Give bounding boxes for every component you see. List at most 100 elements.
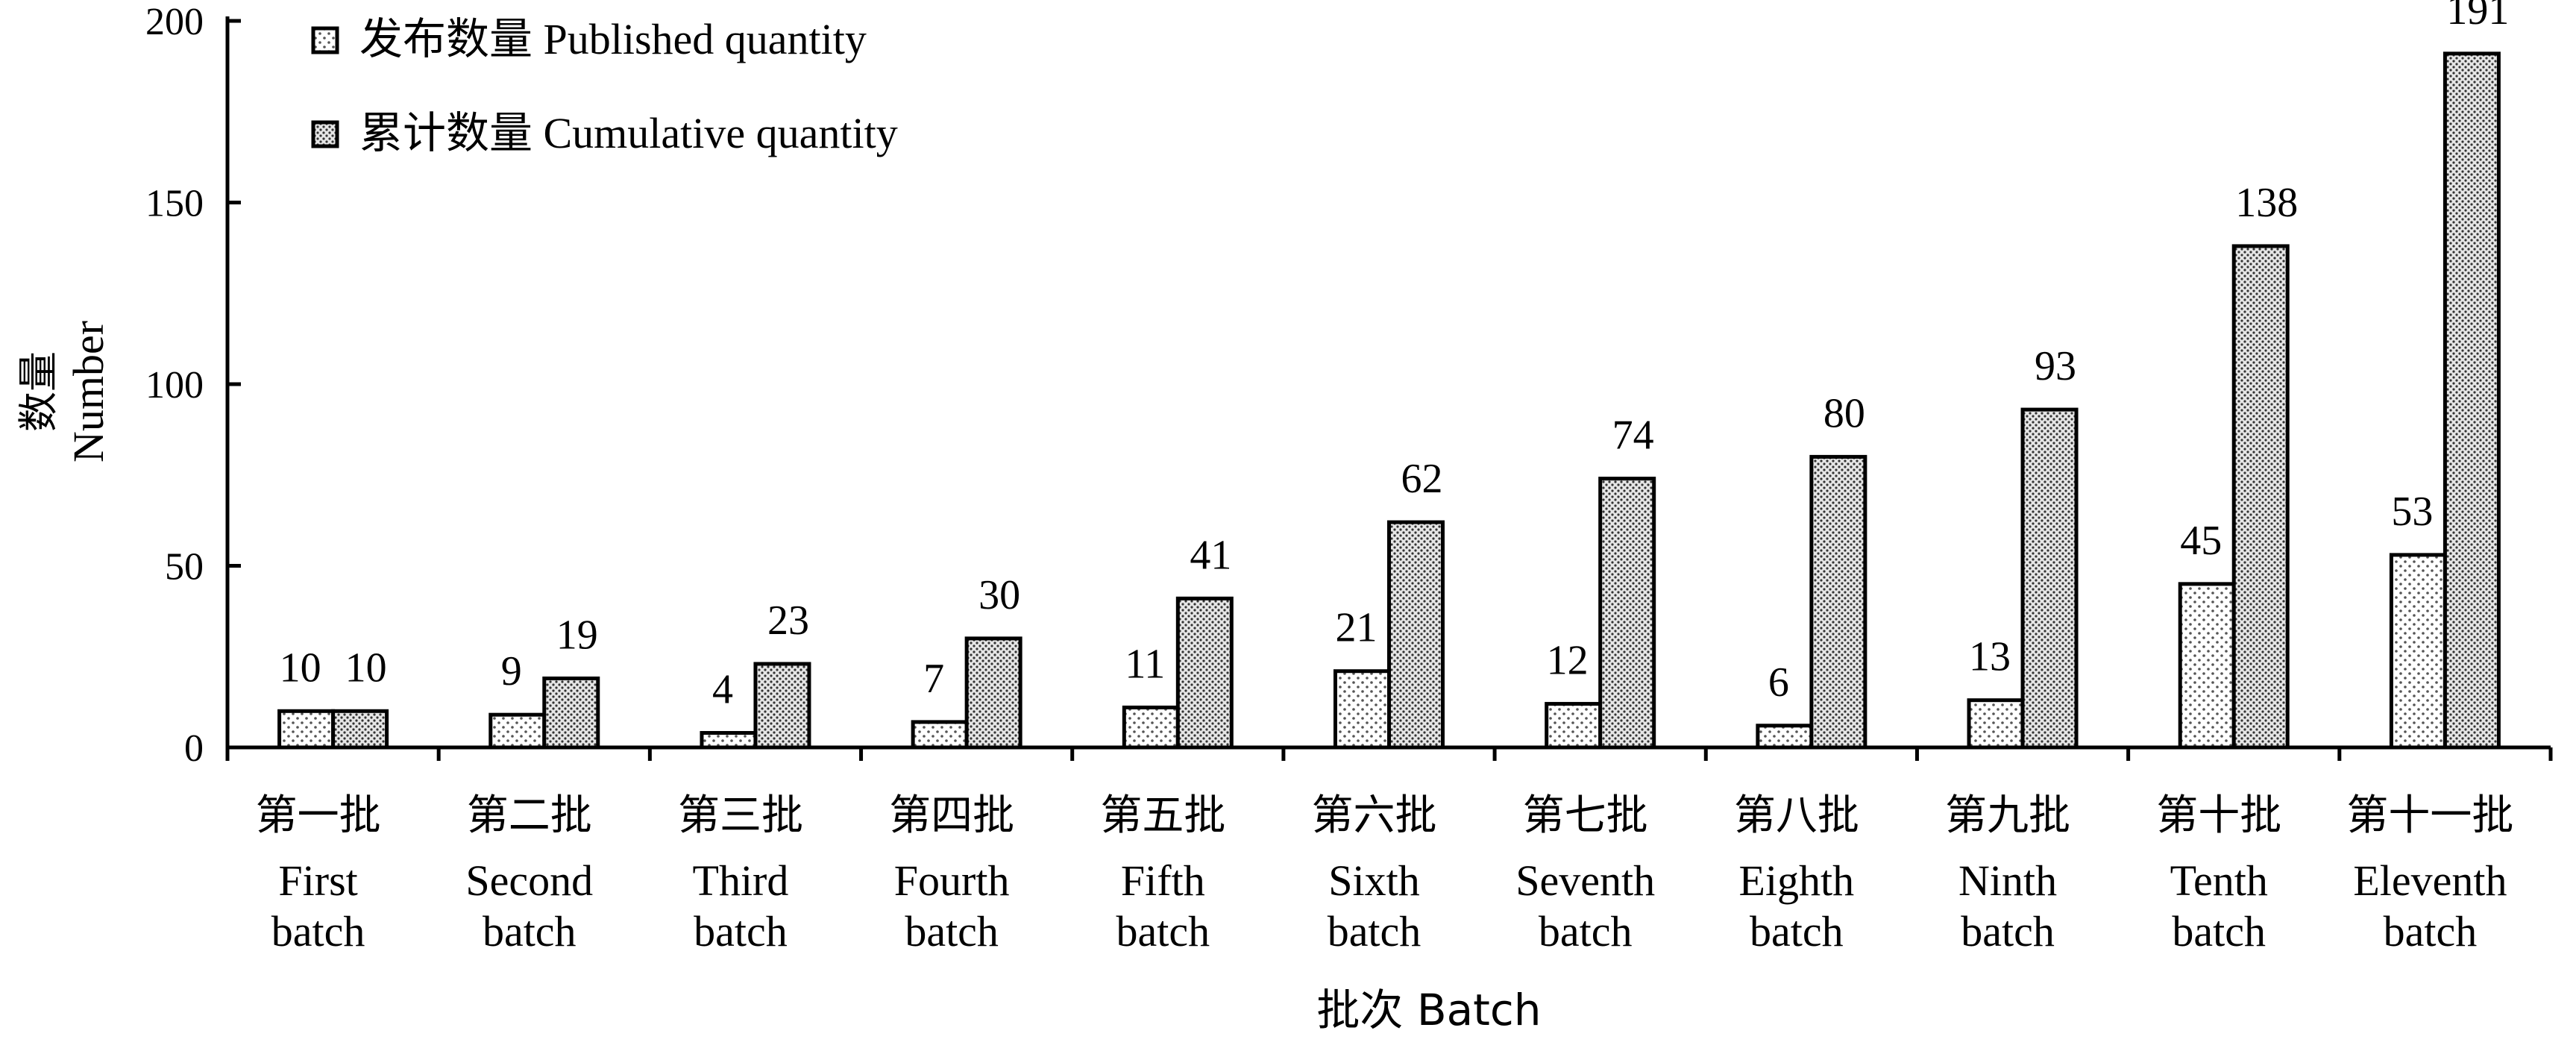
value-label-published: 13: [1969, 634, 2011, 680]
value-label-published: 53: [2391, 489, 2433, 535]
category-label-cn: 第一批: [256, 791, 381, 840]
value-label-cumulative: 30: [978, 572, 1020, 618]
value-label-published: 4: [712, 667, 733, 713]
bar-cumulative: [1175, 596, 1234, 750]
bar-cumulative: [964, 636, 1022, 750]
bar-published: [1333, 669, 1391, 750]
legend-label-published: 发布数量 Published quantity: [359, 15, 867, 63]
category-label-cn: 第八批: [1734, 791, 1859, 840]
category-label-cn: 第六批: [1312, 791, 1437, 840]
category-label-en-line1: Tenth: [2170, 856, 2268, 905]
category-label-en-line1: Second: [465, 856, 593, 905]
category-label-en-line2: batch: [271, 907, 365, 956]
bar-cumulative: [1598, 477, 1656, 750]
value-label-published: 7: [923, 656, 944, 702]
bar-published: [489, 712, 547, 750]
bar-published: [1967, 698, 2025, 750]
value-label-cumulative: 93: [2035, 343, 2076, 389]
category-label-en-line1: Fourth: [894, 856, 1010, 905]
category-label-cn: 第五批: [1100, 791, 1225, 840]
category-label-en-line2: batch: [1328, 907, 1421, 956]
bar-published: [2178, 582, 2236, 750]
bar-cumulative: [1387, 520, 1445, 750]
category-label-cn: 第二批: [467, 791, 592, 840]
value-label-cumulative: 138: [2235, 180, 2298, 226]
category-label-cn: 第三批: [678, 791, 803, 840]
value-label-cumulative: 19: [556, 612, 598, 658]
category-label-en-line1: Seventh: [1515, 856, 1655, 905]
y-axis-title: 数量 Number: [15, 321, 113, 462]
category-label-cn: 第七批: [1523, 791, 1648, 840]
value-label-cumulative: 23: [767, 597, 809, 644]
y-axis-title-cn: 数量: [15, 351, 62, 432]
y-tick-label: 100: [145, 364, 204, 407]
category-label-cn: 第四批: [889, 791, 1014, 840]
category-label-en-line2: batch: [2172, 907, 2266, 956]
category-label-en-line1: Eleventh: [2353, 856, 2507, 905]
value-label-cumulative: 80: [1823, 390, 1865, 436]
category-label-en-line2: batch: [1750, 907, 1844, 956]
value-label-cumulative: 62: [1401, 456, 1443, 502]
category-label-en-line2: batch: [905, 907, 999, 956]
value-label-cumulative: 191: [2446, 0, 2509, 34]
legend-swatch-published: [311, 26, 339, 54]
bar-cumulative: [542, 676, 600, 750]
value-label-published: 6: [1768, 659, 1789, 706]
value-label-cumulative: 10: [345, 644, 387, 691]
category-label-en-line2: batch: [1539, 907, 1633, 956]
value-label-published: 9: [501, 648, 522, 694]
value-label-published: 10: [280, 644, 321, 691]
category-label-en-line2: batch: [694, 907, 788, 956]
y-tick-label: 200: [145, 1, 204, 43]
category-label-cn: 第十批: [2156, 791, 2281, 840]
bars: [277, 51, 2501, 750]
value-label-published: 45: [2180, 518, 2222, 564]
bar-published: [700, 731, 758, 750]
bar-cumulative: [2231, 244, 2290, 750]
category-label-en-line1: Ninth: [1958, 856, 2057, 905]
value-labels: 10 10 9 19 4 23 7 30 11 41 21 62 12 74 6 80 13 93 45 138 53 1…: [280, 0, 2510, 713]
category-label-en-line1: First: [278, 856, 357, 905]
category-label-en-line2: batch: [483, 907, 577, 956]
bar-cumulative: [2443, 51, 2501, 750]
category-label-en-line2: batch: [1116, 907, 1210, 956]
legend-label-cumulative: 累计数量 Cumulative quantity: [359, 109, 898, 157]
y-tick-label: 150: [145, 183, 204, 225]
x-axis-title: 批次 Batch: [1316, 985, 1541, 1035]
value-label-published: 21: [1336, 605, 1377, 651]
legend: 发布数量 Published quantity 累计数量 Cumulative …: [311, 15, 898, 157]
category-label-en-line1: Sixth: [1328, 856, 1420, 905]
bar-published: [1545, 702, 1603, 750]
y-tick-label: 0: [184, 727, 204, 770]
category-label-en-line2: batch: [2384, 907, 2478, 956]
y-axis-title-en: Number: [64, 321, 113, 462]
category-label-en-line1: Eighth: [1739, 856, 1855, 905]
y-tick-label: 50: [165, 546, 204, 589]
category-label-cn: 第十一批: [2346, 791, 2513, 840]
value-label-published: 12: [1547, 638, 1589, 684]
bar-published: [277, 709, 336, 750]
bar-published: [1756, 724, 1814, 750]
bar-cumulative: [1809, 454, 1867, 750]
category-label-en-line2: batch: [1961, 907, 2055, 956]
bar-published: [911, 720, 969, 750]
bar-cumulative: [331, 709, 389, 750]
category-label-cn: 第九批: [1945, 791, 2070, 840]
category-label-en-line1: Third: [693, 856, 789, 905]
bar-published: [2389, 553, 2447, 750]
category-labels: 第一批Firstbatch第二批Secondbatch第三批Thirdbatch…: [256, 791, 2514, 956]
value-label-cumulative: 74: [1612, 412, 1654, 459]
bar-published: [1122, 705, 1180, 750]
